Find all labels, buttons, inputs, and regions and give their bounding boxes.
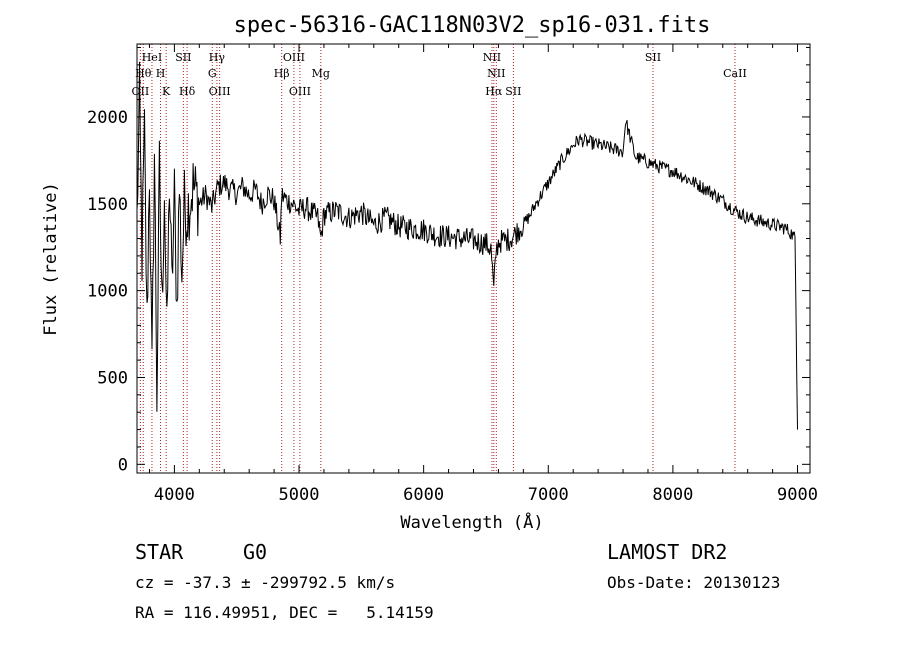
y-tick-label-2000: 2000 [87, 108, 128, 128]
plot-area: OIIHθHeIHKSIIHδHγGOIIIHβOIIIOIIIMgNIINII… [87, 43, 818, 505]
plot-frame [136, 43, 811, 474]
survey-name: LAMOST DR2 [607, 540, 728, 564]
x-tick-label-6000: 6000 [403, 485, 444, 505]
line-label-19: CaII [723, 67, 747, 80]
line-label-15: NII [487, 67, 505, 80]
line-label-17: SII [505, 85, 521, 98]
object-class: STAR [135, 540, 184, 564]
x-tick-label-7000: 7000 [528, 485, 569, 505]
y-axis-label: Flux (relative) [41, 182, 61, 336]
line-label-13: Mg [312, 67, 330, 80]
y-tick-label-0: 0 [118, 455, 128, 475]
line-label-7: Hγ [209, 51, 226, 64]
observation-date: Obs-Date: 20130123 [607, 573, 781, 592]
line-label-14: NII [483, 51, 501, 64]
line-label-6: Hδ [179, 85, 196, 98]
line-label-16: Hα [485, 85, 503, 98]
object-subclass: G0 [243, 540, 268, 564]
line-label-1: Hθ [135, 67, 152, 80]
line-label-10: Hβ [274, 67, 290, 80]
line-label-5: SII [175, 51, 191, 64]
line-label-18: SII [645, 51, 661, 64]
line-label-3: H [156, 67, 166, 80]
x-tick-label-9000: 9000 [777, 485, 818, 505]
y-tick-label-1000: 1000 [87, 282, 128, 302]
x-tick-label-5000: 5000 [279, 485, 320, 505]
line-label-11: OIII [283, 51, 305, 64]
x-tick-label-4000: 4000 [154, 485, 195, 505]
y-tick-label-500: 500 [97, 368, 128, 388]
line-label-8: G [208, 67, 217, 80]
line-label-0: OII [132, 85, 150, 98]
y-tick-label-1500: 1500 [87, 195, 128, 215]
chart-title: spec-56316-GAC118N03V2_sp16-031.fits [234, 13, 711, 38]
line-label-4: K [162, 85, 171, 98]
spectrum-series-0 [136, 61, 798, 430]
coordinates-readout: RA = 116.49951, DEC = 5.14159 [135, 603, 434, 622]
line-label-12: OIII [289, 85, 311, 98]
x-tick-label-8000: 8000 [652, 485, 693, 505]
redshift-readout: cz = -37.3 ± -299792.5 km/s [135, 573, 396, 592]
line-label-9: OIII [209, 85, 231, 98]
line-label-2: HeI [142, 51, 162, 64]
x-axis-label: Wavelength (Å) [400, 511, 543, 533]
